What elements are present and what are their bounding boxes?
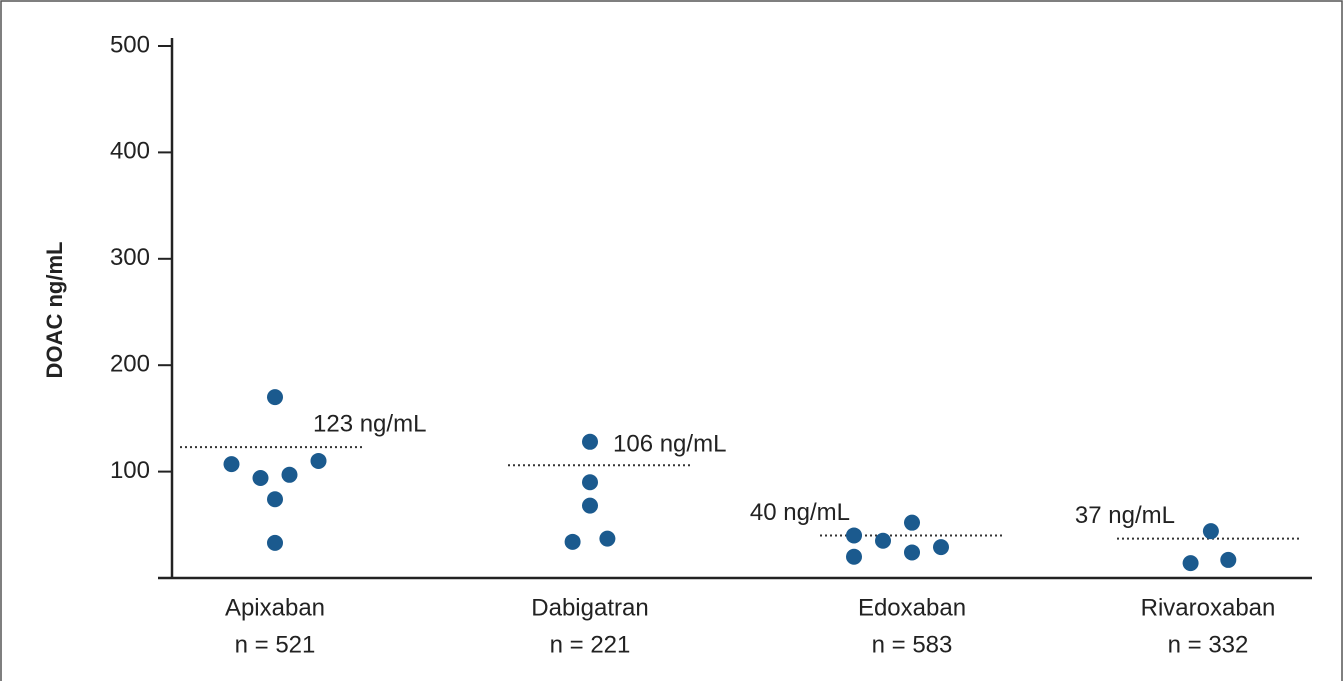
dot (582, 497, 598, 514)
dot (846, 548, 862, 565)
dot (933, 539, 949, 556)
n-label: n = 521 (235, 631, 316, 658)
dot (252, 469, 269, 486)
category-label: Dabigatran (531, 594, 648, 621)
dot (267, 389, 283, 406)
dot (904, 514, 920, 531)
dot (310, 452, 327, 469)
dot (267, 534, 283, 551)
dot (267, 491, 283, 508)
dot (281, 466, 298, 483)
y-tick-label: 200 (110, 351, 150, 378)
dot (846, 527, 862, 544)
category-label: Rivaroxaban (1141, 594, 1276, 621)
y-tick-label: 100 (110, 457, 150, 484)
dot (582, 433, 598, 450)
n-label: n = 221 (550, 631, 631, 658)
dot (1202, 523, 1219, 540)
dot (223, 456, 240, 473)
y-tick-label: 500 (110, 31, 150, 58)
median-label: 37 ng/mL (1075, 502, 1175, 529)
median-label: 40 ng/mL (750, 499, 850, 526)
category-label: Apixaban (225, 594, 325, 621)
n-label: n = 583 (872, 631, 953, 658)
dot (875, 532, 891, 549)
dot (564, 533, 581, 550)
y-axis-label: DOAC ng/mL (42, 242, 67, 379)
n-label: n = 332 (1168, 631, 1249, 658)
dot (599, 530, 616, 547)
y-tick-label: 300 (110, 244, 150, 271)
y-tick-label: 400 (110, 138, 150, 165)
dot (582, 474, 598, 491)
median-label: 123 ng/mL (313, 410, 426, 437)
dot (1220, 551, 1237, 568)
median-label: 106 ng/mL (613, 431, 726, 458)
dot (904, 544, 920, 561)
category-label: Edoxaban (858, 594, 966, 621)
dot (1182, 555, 1199, 572)
